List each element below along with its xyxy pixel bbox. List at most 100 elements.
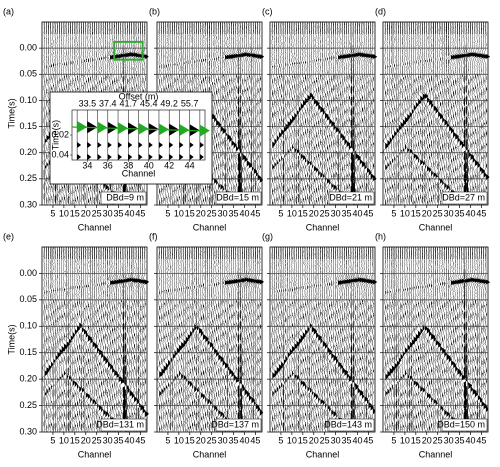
trace (362, 246, 369, 432)
x-tick-label: 45 (135, 208, 145, 218)
inset-y-tick-label: 0.02 (51, 129, 69, 139)
x-tick-label: 35 (455, 208, 465, 218)
trace (414, 22, 419, 205)
trace (130, 246, 136, 432)
trace-fill (87, 247, 92, 432)
panel: 5 10 15 20 25 30 35 40 45 Channel (h) DBd=150 m (375, 231, 490, 459)
annotation: DBd=27 m (442, 192, 485, 202)
inset-wavelet (97, 154, 102, 160)
trace (179, 246, 186, 432)
trace (325, 21, 330, 205)
inset-x-tick-label: 38 (123, 160, 133, 170)
annotation: DBd=131 m (96, 419, 144, 429)
inset-offset-label: 41.7 (120, 98, 138, 108)
trace-fill (79, 22, 83, 205)
trace (418, 21, 424, 205)
trace (181, 246, 188, 432)
trace-fill (125, 247, 129, 432)
inset-y-tick-label: 0.04 (51, 149, 69, 159)
trace (236, 246, 242, 432)
y-tick-label: 0.30 (19, 199, 37, 209)
trace-fill (418, 22, 422, 205)
trace-fill (463, 22, 468, 205)
trace (396, 21, 402, 205)
trace-fill (298, 22, 301, 205)
trace (214, 21, 220, 205)
x-tick-label: 20 (309, 208, 319, 218)
trace (422, 246, 428, 432)
trace (418, 247, 424, 432)
trace-fill (167, 247, 171, 432)
trace-fill (346, 22, 351, 205)
panel: 0.00 0.05 0.10 0.15 0.20 0.25 0.30 5 10 15 20 25 30 3… (3, 231, 150, 459)
trace-fill (437, 247, 442, 432)
trace (199, 246, 204, 432)
trace (466, 21, 473, 205)
trace (236, 21, 242, 205)
trace (277, 246, 283, 432)
trace-fill (55, 247, 58, 432)
x-axis-title: Channel (193, 449, 227, 459)
trace-fill (55, 22, 59, 205)
trace (196, 246, 203, 432)
trace (429, 21, 434, 205)
trace-fill (105, 22, 109, 205)
inset-wavelet (169, 142, 174, 148)
trace (270, 22, 275, 205)
trace (385, 246, 392, 432)
trace (238, 21, 244, 205)
trace (401, 247, 406, 432)
x-tick-label: 10 (174, 435, 184, 445)
trace-fill (131, 247, 136, 432)
trace (420, 247, 426, 432)
trace (453, 247, 460, 432)
trace-fill (326, 247, 330, 432)
trace-fill (140, 22, 144, 205)
trace-fill (178, 247, 183, 432)
trace-fill (305, 22, 309, 205)
trace (416, 21, 422, 205)
trace-fill (407, 22, 410, 205)
x-tick-label: 20 (196, 208, 206, 218)
x-axis-title: Channel (193, 222, 227, 232)
trace (320, 247, 327, 432)
x-tick-label: 30 (331, 208, 341, 218)
trace (407, 21, 413, 205)
x-tick-label: 10 (174, 208, 184, 218)
trace (438, 21, 443, 205)
x-tick-label: 40 (239, 208, 249, 218)
trace-fill (420, 247, 423, 432)
trace (371, 246, 378, 432)
trace (103, 246, 109, 432)
trace (475, 246, 482, 432)
trace (407, 246, 413, 432)
x-tick-label: 30 (218, 208, 228, 218)
trace (234, 21, 241, 205)
trace (292, 247, 298, 432)
y-tick-label: 0.30 (19, 426, 37, 436)
trace (385, 21, 391, 205)
x-tick-label: 35 (342, 435, 352, 445)
trace (281, 246, 287, 432)
trace (214, 246, 220, 432)
trace-fill (227, 247, 231, 432)
trace-fill (44, 247, 48, 432)
trace (221, 246, 226, 432)
trace-fill (242, 22, 247, 205)
trace (251, 246, 257, 432)
trace (455, 246, 462, 432)
trace (387, 246, 394, 432)
trace (351, 246, 358, 432)
trace (314, 246, 319, 432)
x-tick-label: 5 (50, 435, 55, 445)
x-tick-label: 25 (207, 208, 217, 218)
trace (247, 21, 253, 205)
trace (287, 246, 293, 432)
trace (242, 246, 249, 432)
trace-fill (218, 22, 222, 205)
trace-fill (424, 247, 428, 432)
trace (468, 21, 475, 205)
y-tick-label: 0.05 (19, 69, 37, 79)
trace (46, 246, 52, 432)
trace (73, 247, 78, 432)
